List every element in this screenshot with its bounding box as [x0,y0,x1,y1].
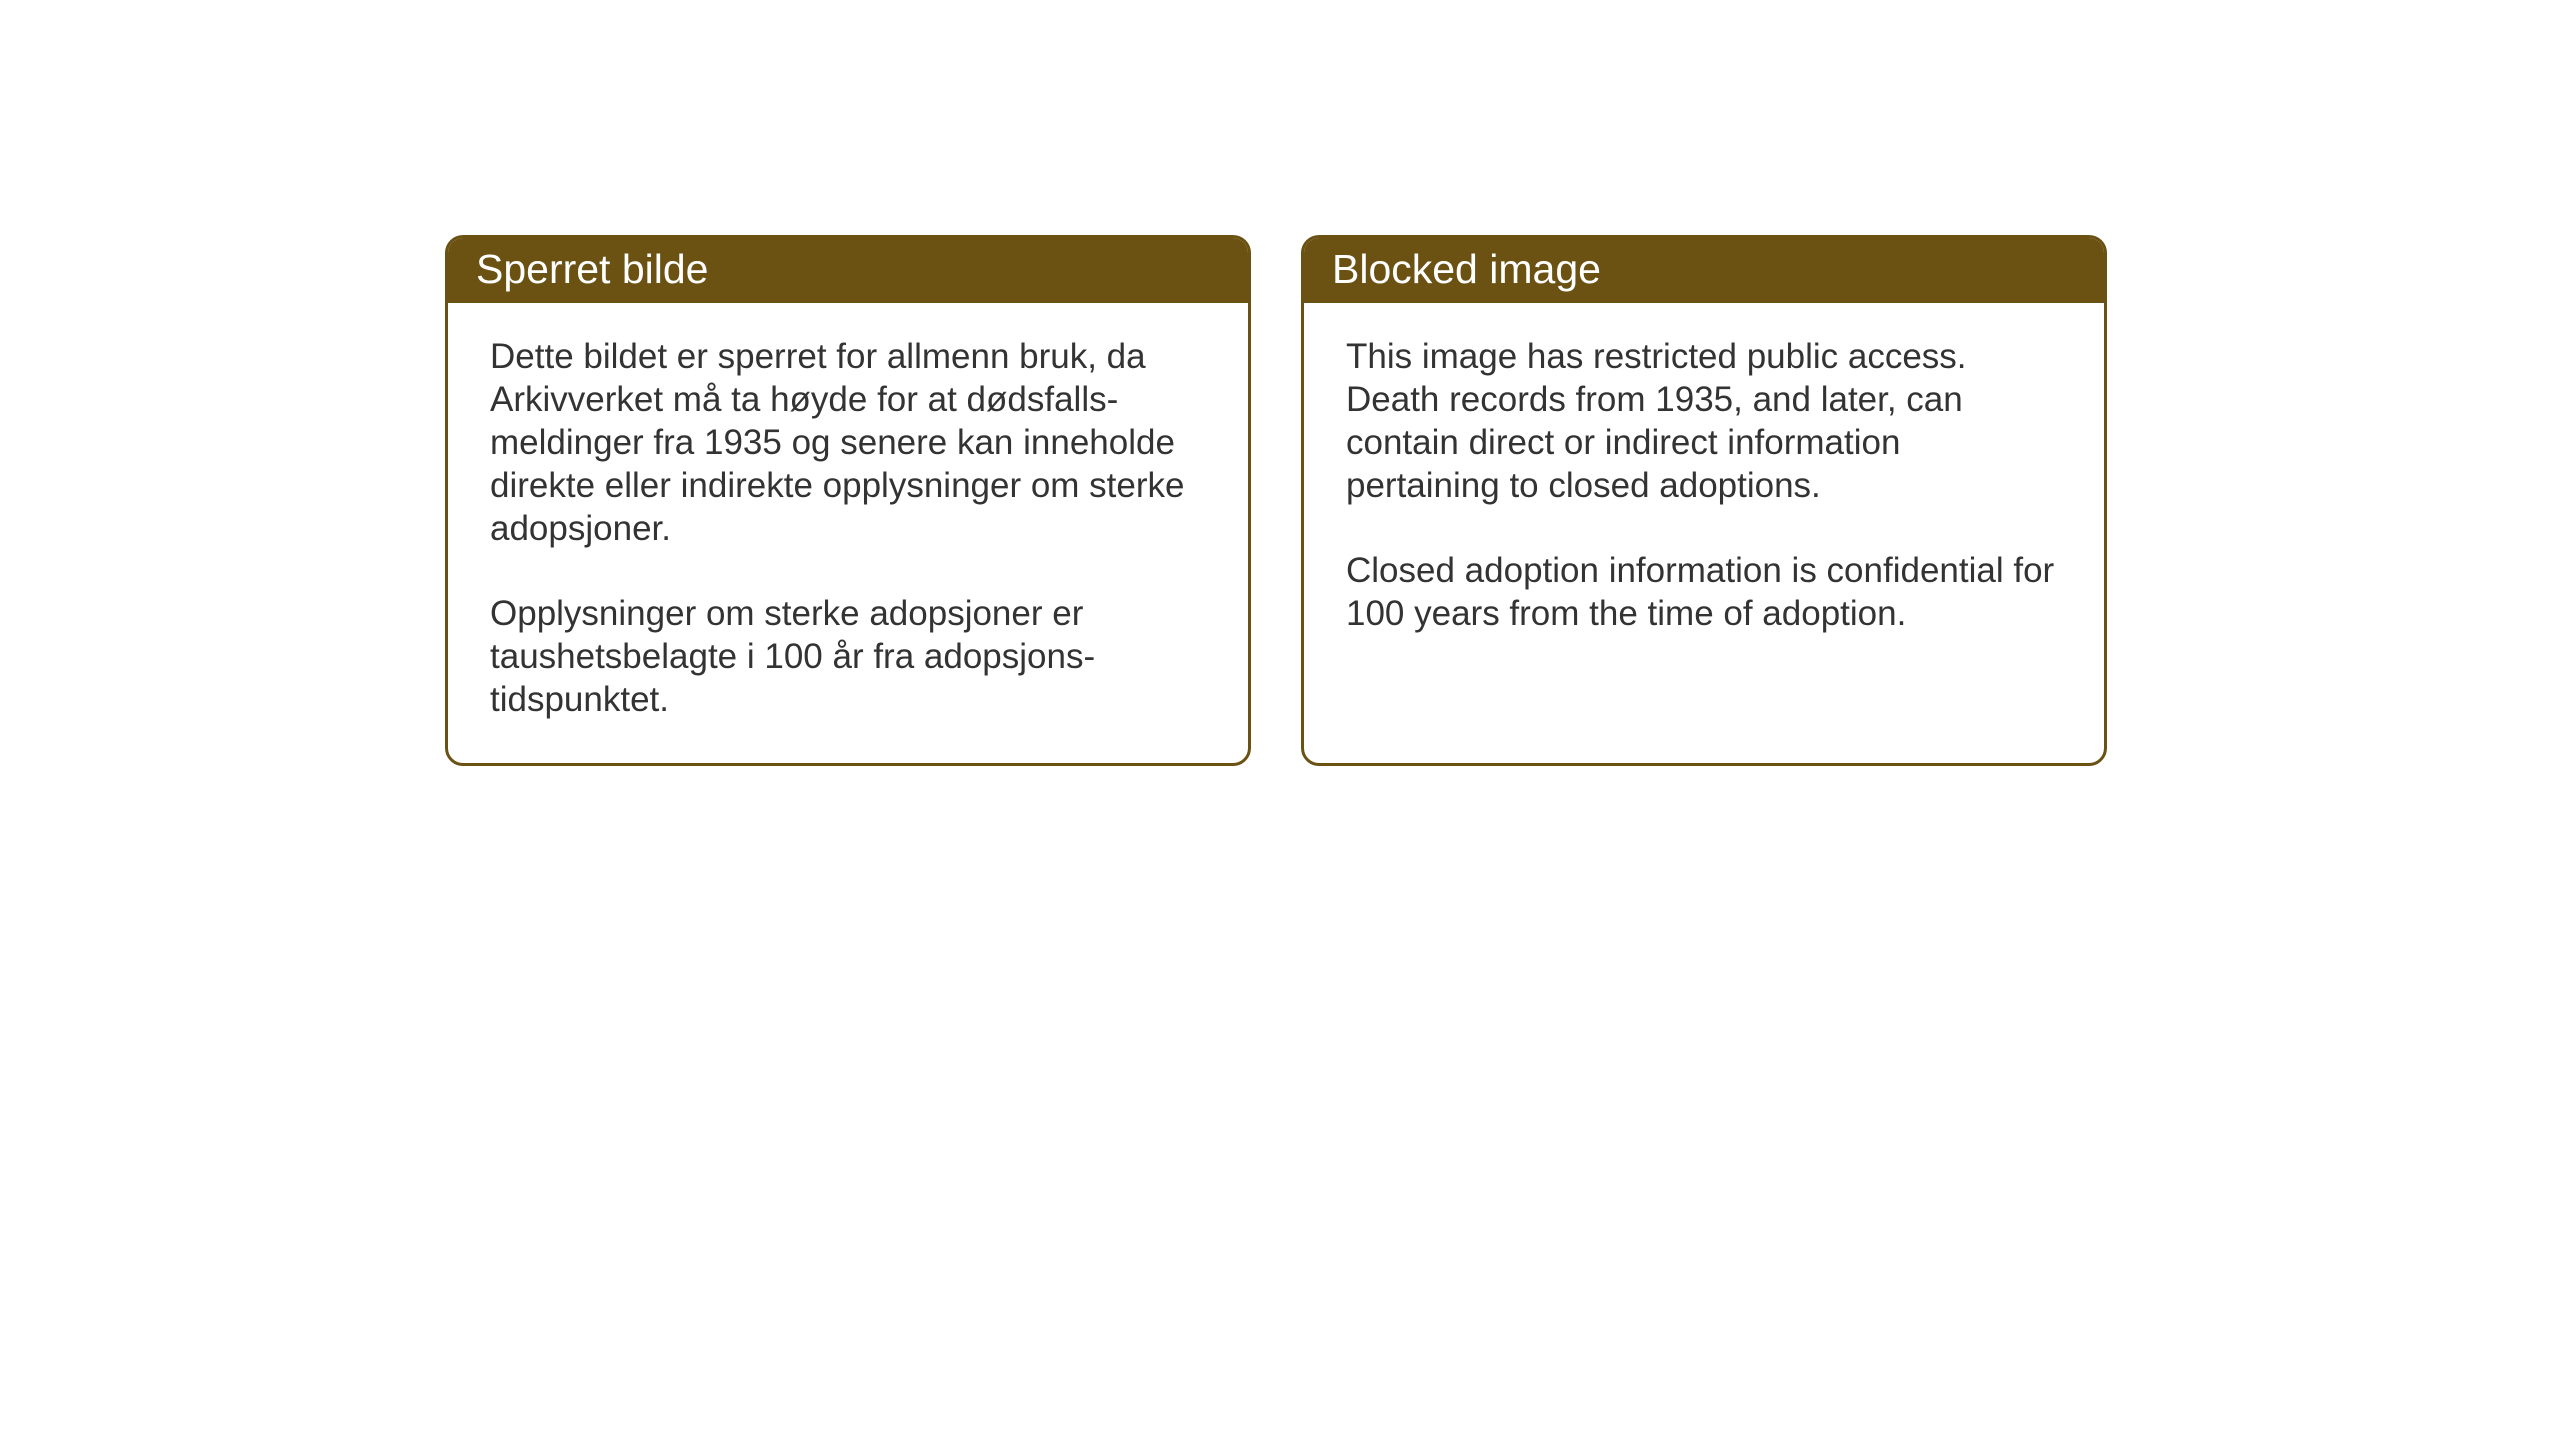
norwegian-paragraph-2: Opplysninger om sterke adopsjoner er tau… [490,592,1206,721]
english-card: Blocked image This image has restricted … [1301,235,2107,766]
norwegian-paragraph-1: Dette bildet er sperret for allmenn bruk… [490,335,1206,550]
english-card-body: This image has restricted public access.… [1304,303,2104,703]
norwegian-card-header: Sperret bilde [448,238,1248,303]
english-paragraph-2: Closed adoption information is confident… [1346,549,2062,635]
english-card-header: Blocked image [1304,238,2104,303]
english-paragraph-1: This image has restricted public access.… [1346,335,2062,507]
norwegian-card-body: Dette bildet er sperret for allmenn bruk… [448,303,1248,763]
cards-container: Sperret bilde Dette bildet er sperret fo… [0,0,2560,766]
norwegian-card: Sperret bilde Dette bildet er sperret fo… [445,235,1251,766]
